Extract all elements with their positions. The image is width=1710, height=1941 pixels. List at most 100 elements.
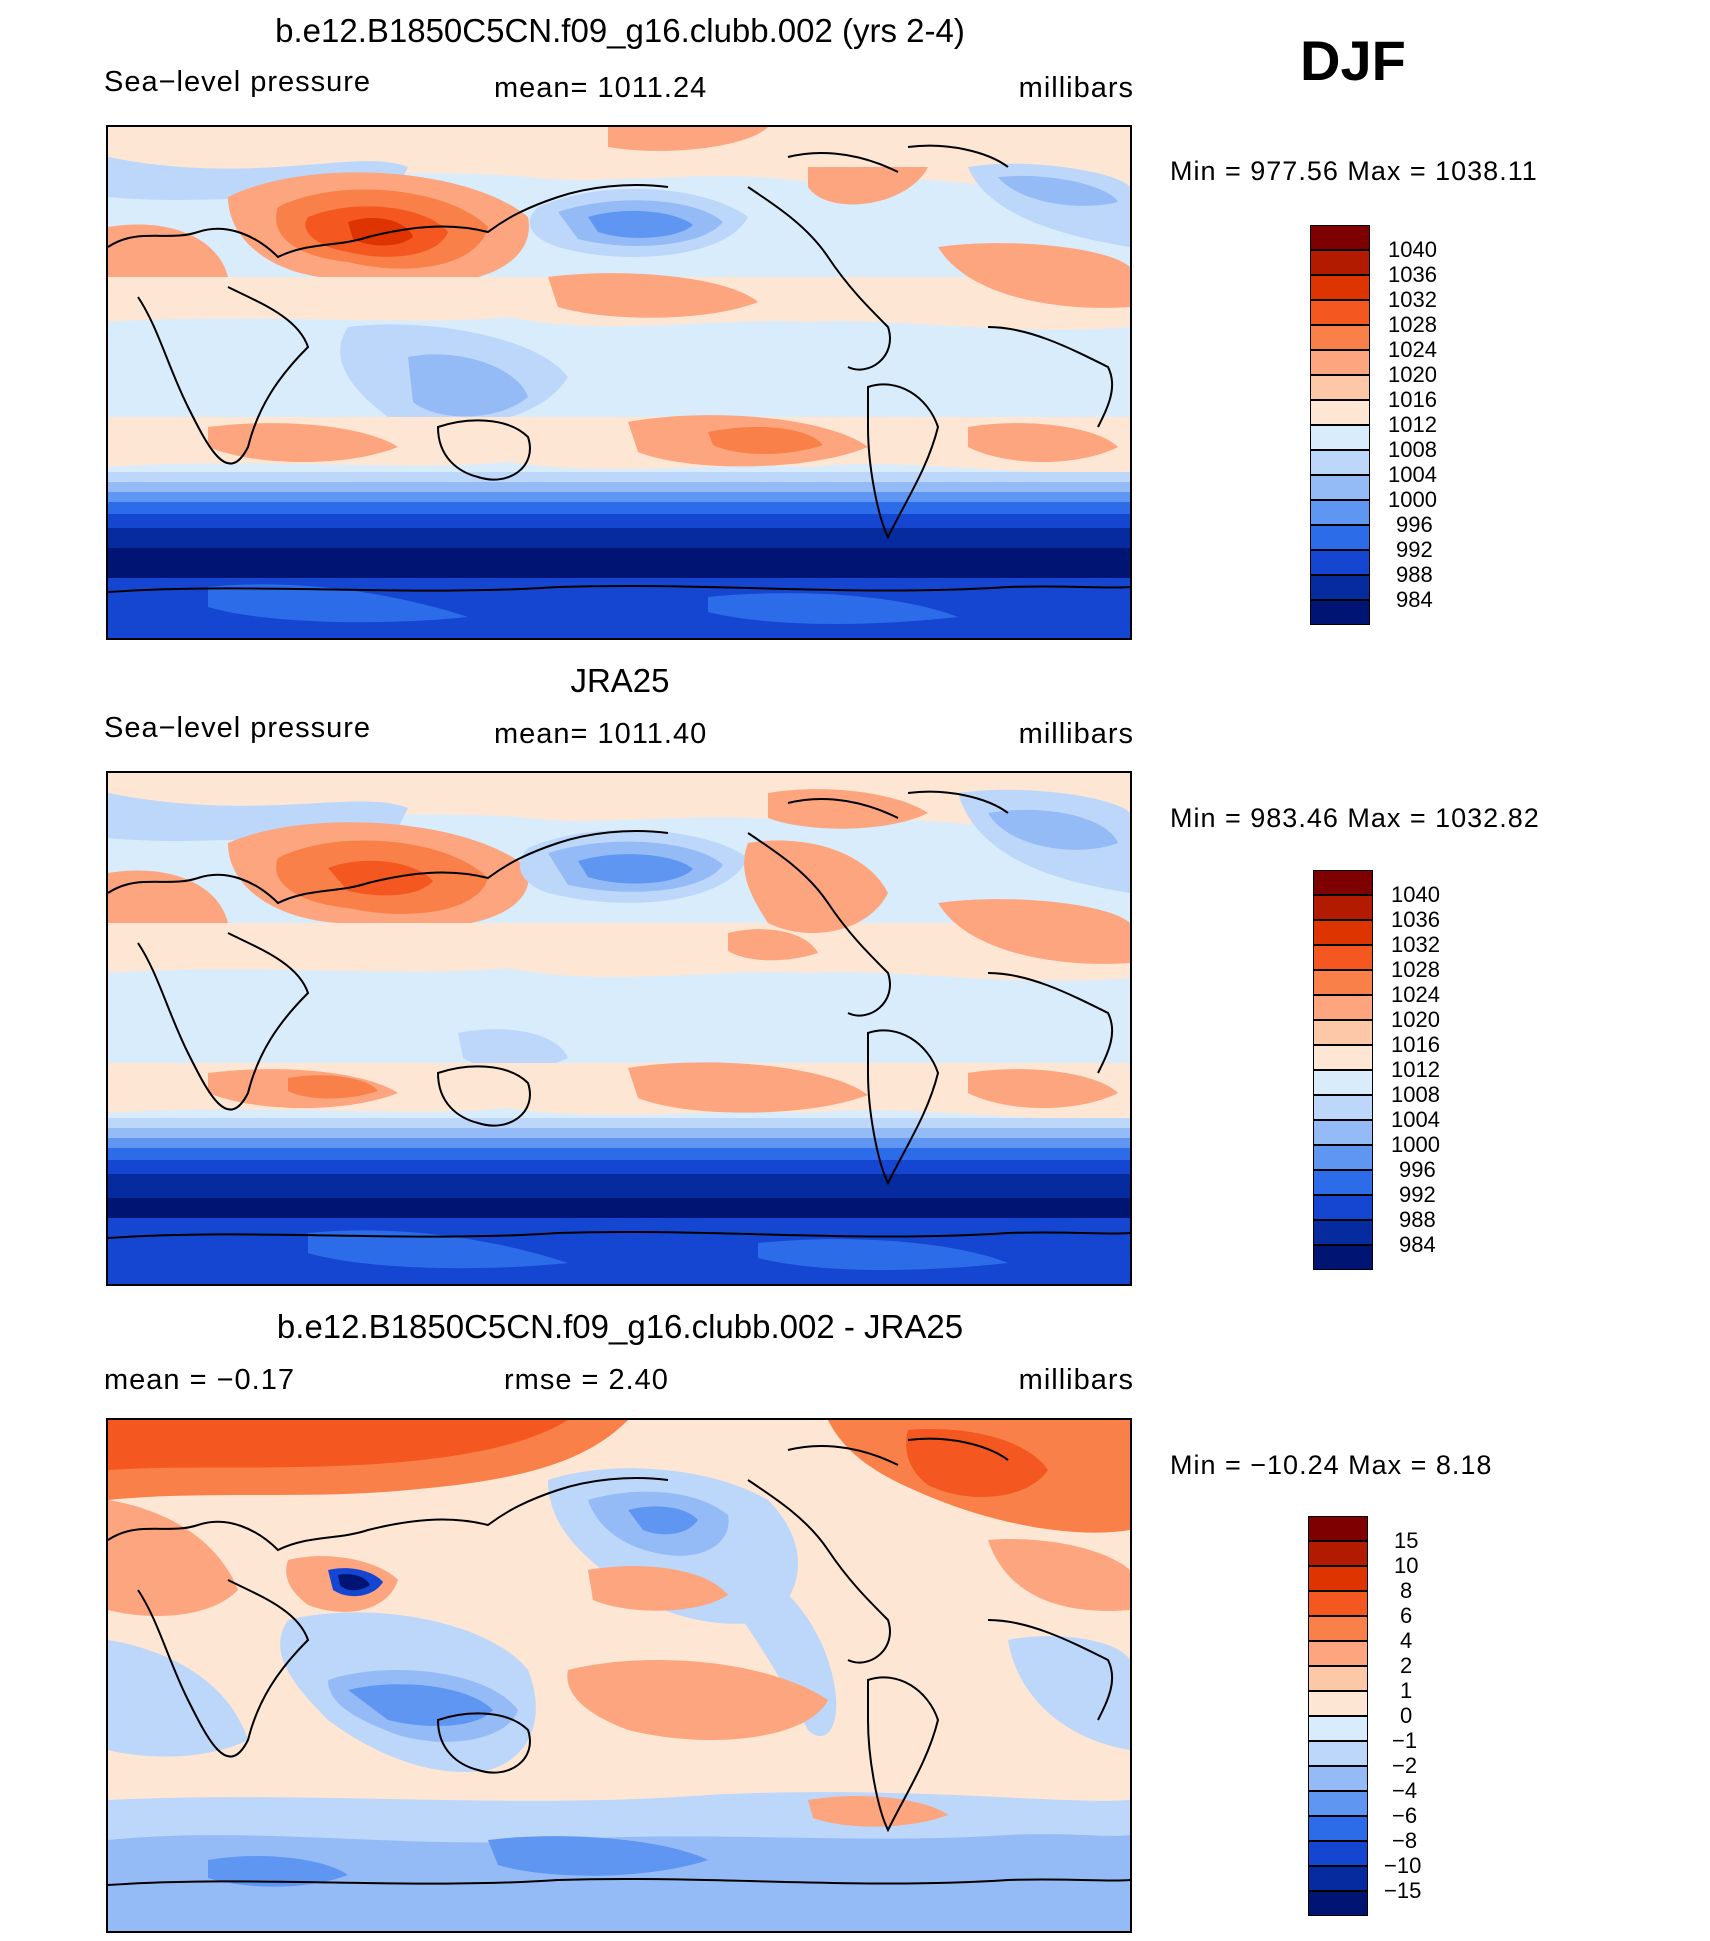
legend-swatch xyxy=(1313,1145,1373,1170)
sea-level-pressure-difference-map xyxy=(106,1418,1132,1933)
legend-label: 996 xyxy=(1396,512,1433,537)
legend-label: 1012 xyxy=(1391,1057,1440,1082)
legend-label: 4 xyxy=(1400,1628,1413,1653)
legend-label: 0 xyxy=(1400,1703,1413,1728)
legend-label: 1004 xyxy=(1391,1107,1440,1132)
legend-swatch xyxy=(1308,1766,1368,1791)
panel-title: JRA25 xyxy=(570,662,670,699)
legend-label: 1036 xyxy=(1391,907,1440,932)
legend-swatch xyxy=(1313,995,1373,1020)
legend-swatch xyxy=(1308,1716,1368,1741)
legend-swatch xyxy=(1313,1070,1373,1095)
legend-label: 1008 xyxy=(1388,437,1437,462)
panel-title: b.e12.B1850C5CN.f09_g16.clubb.002 (yrs 2… xyxy=(275,12,965,49)
legend-label: 1012 xyxy=(1388,412,1437,437)
legend-swatch xyxy=(1313,1045,1373,1070)
legend-swatch xyxy=(1308,1791,1368,1816)
legend-label: 10 xyxy=(1394,1553,1419,1578)
legend-swatch xyxy=(1310,300,1370,325)
legend-swatch xyxy=(1308,1516,1368,1541)
legend-label: 1016 xyxy=(1388,387,1437,412)
legend-swatch xyxy=(1313,1220,1373,1245)
legend-label: −6 xyxy=(1392,1803,1418,1828)
min-max-label: Min = −10.24 Max = 8.18 xyxy=(1170,1450,1493,1480)
legend-swatch xyxy=(1310,250,1370,275)
legend-swatch xyxy=(1308,1816,1368,1841)
variable-label: Sea−level pressure xyxy=(104,712,372,744)
legend-label: −1 xyxy=(1392,1728,1418,1753)
legend-swatch xyxy=(1310,575,1370,600)
units-label: millibars xyxy=(1018,718,1134,750)
min-max-label: Min = 977.56 Max = 1038.11 xyxy=(1170,156,1538,186)
legend-label: 1000 xyxy=(1391,1132,1440,1157)
legend-label: 1036 xyxy=(1388,262,1437,287)
legend-label: 988 xyxy=(1399,1207,1436,1232)
legend-label: 988 xyxy=(1396,562,1433,587)
legend-swatch xyxy=(1310,350,1370,375)
legend-label: 1020 xyxy=(1391,1007,1440,1032)
legend-label: −4 xyxy=(1392,1778,1418,1803)
legend-swatch xyxy=(1308,1566,1368,1591)
legend-swatch xyxy=(1310,225,1370,250)
legend-swatch xyxy=(1313,970,1373,995)
legend-swatch xyxy=(1308,1741,1368,1766)
legend-swatch xyxy=(1310,550,1370,575)
legend-swatch xyxy=(1313,1170,1373,1195)
units-label: millibars xyxy=(1018,1364,1134,1396)
legend-swatch xyxy=(1313,1095,1373,1120)
legend-label: 984 xyxy=(1396,587,1433,612)
legend-label: 984 xyxy=(1399,1232,1436,1257)
sea-level-pressure-map xyxy=(106,125,1132,640)
panel-title: b.e12.B1850C5CN.f09_g16.clubb.002 - JRA2… xyxy=(276,1308,964,1345)
units-label: millibars xyxy=(1018,72,1134,104)
legend-swatch xyxy=(1310,325,1370,350)
legend-swatch xyxy=(1308,1866,1368,1891)
legend-label: 992 xyxy=(1396,537,1433,562)
min-max-label: Min = 983.46 Max = 1032.82 xyxy=(1170,803,1540,833)
legend-swatch xyxy=(1308,1666,1368,1691)
legend-label: 2 xyxy=(1400,1653,1413,1678)
legend-label: 8 xyxy=(1400,1578,1413,1603)
legend-swatch xyxy=(1313,1120,1373,1145)
legend-swatch xyxy=(1310,500,1370,525)
legend-swatch xyxy=(1308,1841,1368,1866)
mean-label: mean= 1011.40 xyxy=(494,718,708,750)
legend-label: 996 xyxy=(1399,1157,1436,1182)
legend-label: −8 xyxy=(1392,1828,1418,1853)
legend-label: 6 xyxy=(1400,1603,1413,1628)
legend-label: 1004 xyxy=(1388,462,1437,487)
legend-label: 1000 xyxy=(1388,487,1437,512)
legend-swatch xyxy=(1310,600,1370,625)
legend-swatch xyxy=(1308,1616,1368,1641)
mean-label: mean = −0.17 xyxy=(104,1364,295,1396)
legend-swatch xyxy=(1310,275,1370,300)
legend-swatch xyxy=(1313,895,1373,920)
rmse-label: rmse = 2.40 xyxy=(504,1364,669,1396)
legend-label: 1028 xyxy=(1388,312,1437,337)
legend-label: 1040 xyxy=(1388,237,1437,262)
legend-label: 1 xyxy=(1400,1678,1413,1703)
legend-label: 1020 xyxy=(1388,362,1437,387)
legend-label: 1032 xyxy=(1391,932,1440,957)
legend-swatch xyxy=(1308,1691,1368,1716)
legend-label: 1032 xyxy=(1388,287,1437,312)
legend-label: 1028 xyxy=(1391,957,1440,982)
legend-swatch xyxy=(1313,1195,1373,1220)
legend-swatch xyxy=(1308,1641,1368,1666)
legend-swatch xyxy=(1308,1591,1368,1616)
legend-label: −2 xyxy=(1392,1753,1418,1778)
legend-label: 1040 xyxy=(1391,882,1440,907)
legend-label: 1024 xyxy=(1391,982,1440,1007)
season-label: DJF xyxy=(1300,29,1406,92)
legend-swatch xyxy=(1313,1020,1373,1045)
legend-label: −10 xyxy=(1384,1853,1422,1878)
legend-swatch xyxy=(1313,945,1373,970)
legend-label: 992 xyxy=(1399,1182,1436,1207)
sea-level-pressure-map xyxy=(106,771,1132,1286)
mean-label: mean= 1011.24 xyxy=(494,72,708,104)
legend-label: 1016 xyxy=(1391,1032,1440,1057)
variable-label: Sea−level pressure xyxy=(104,66,372,98)
legend-label: 1008 xyxy=(1391,1082,1440,1107)
legend-swatch xyxy=(1310,525,1370,550)
legend-label: −15 xyxy=(1384,1878,1422,1903)
